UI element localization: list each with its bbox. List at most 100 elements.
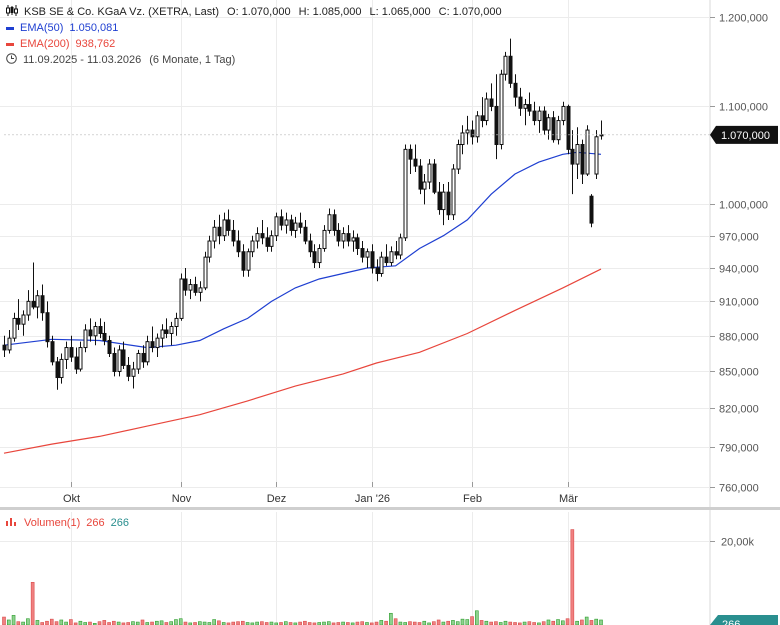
volume-bar [346,622,350,625]
volume-bar [393,618,398,625]
ema50-line [3,151,602,349]
volume-bar [379,620,384,625]
instrument-title: KSB SE & Co. KGaA Vz. (XETRA, Last) [24,6,220,18]
volume-bar [45,620,49,625]
candle-body [198,287,203,293]
volume-bar [11,615,16,625]
candle-body [207,240,212,258]
volume-bar [269,621,274,625]
candle-body [499,73,504,146]
volume-bar-icon [6,516,18,526]
candle-body [188,284,193,291]
candle-body [250,240,255,253]
volume-bar [546,619,551,625]
ema200-line [3,268,602,454]
ema50-legend[interactable]: EMA(50) 1.050,081 [6,21,118,35]
volume-legend[interactable]: Volumen(1) 266 266 [6,516,129,530]
candle-body [589,195,594,224]
volume-bar [326,621,331,625]
last-price-label: 1.070,000 [721,130,770,142]
candle-body [231,229,236,242]
volume-bar [217,620,221,625]
volume-bar [317,622,322,625]
candle-body [513,82,518,98]
volume-last-label: 266 [722,619,740,625]
volume-last-tag [710,615,778,625]
volume-bar [231,621,236,625]
candle-body [460,132,465,146]
candle-body [413,158,418,167]
volume-bar [403,622,407,625]
y-tick-label: 880,000 [719,332,759,344]
volume-bar [155,620,159,625]
volume-bar [121,622,126,625]
volume-bar [460,618,465,625]
volume-bar [40,622,45,625]
volume-bar [97,621,102,625]
candle-body [384,256,389,264]
close-label: C: [438,6,450,18]
y-tick-label: 790,000 [719,443,759,455]
candle-body [394,251,399,256]
candle-body [293,222,298,231]
candle-body [145,341,150,363]
candle-body [45,312,50,343]
low-value: 1.065,000 [381,6,431,18]
volume-label: Volumen(1) [24,517,81,529]
volume-bar [6,619,11,625]
volume-bar [532,622,536,625]
candle-body [255,233,260,242]
candle-body [375,267,380,274]
candle-body [480,115,485,122]
ema200-legend[interactable]: EMA(200) 938,762 [6,37,115,51]
candle-body [160,329,165,339]
candle-body [351,237,356,242]
last-price-tag [710,125,778,144]
volume-bar [150,621,154,625]
candle-body [585,129,590,175]
candle-body [117,349,122,372]
volume-bar [594,618,599,625]
candle-body [64,347,69,360]
candle-body [236,240,241,253]
volume-bar [198,621,202,625]
candle-body [422,181,427,190]
volume-bar [312,622,317,625]
volume-bar [389,612,393,625]
volume-bar [83,622,87,625]
volume-bar [322,621,326,625]
ema50-label: EMA(50) [20,22,64,34]
candle-body [446,191,451,216]
candle-body [16,317,21,325]
candlestick-icon[interactable] [6,5,18,16]
candle-body [580,144,585,175]
candle-body [317,248,322,264]
candle-body [31,300,36,308]
candle-body [346,233,351,242]
candle-body [403,148,408,239]
volume-bar [255,621,259,625]
volume-bar [446,620,450,625]
candle-body [336,229,341,242]
volume-bar [498,622,503,625]
volume-bar [303,620,307,625]
candle-body [308,240,313,253]
x-tick-label: Okt [63,493,80,505]
candle-body [55,361,60,379]
ema200-swatch [6,42,14,46]
volume-bar [503,620,508,625]
candle-body [537,110,542,122]
candle-body [174,317,179,328]
candle-body [126,364,131,377]
volume-bar [560,620,565,625]
volume-bar [494,621,498,625]
volume-bar [241,620,245,625]
y-tick-label: 1.200,000 [719,13,768,25]
volume-bar [484,620,489,625]
volume-bar [350,622,355,625]
volume-bar [408,621,412,625]
date-range[interactable]: 11.09.2025 - 11.03.2026 (6 Monate, 1 Tag) [6,53,235,67]
open-label: O: [227,6,239,18]
volume-bar [551,620,556,625]
